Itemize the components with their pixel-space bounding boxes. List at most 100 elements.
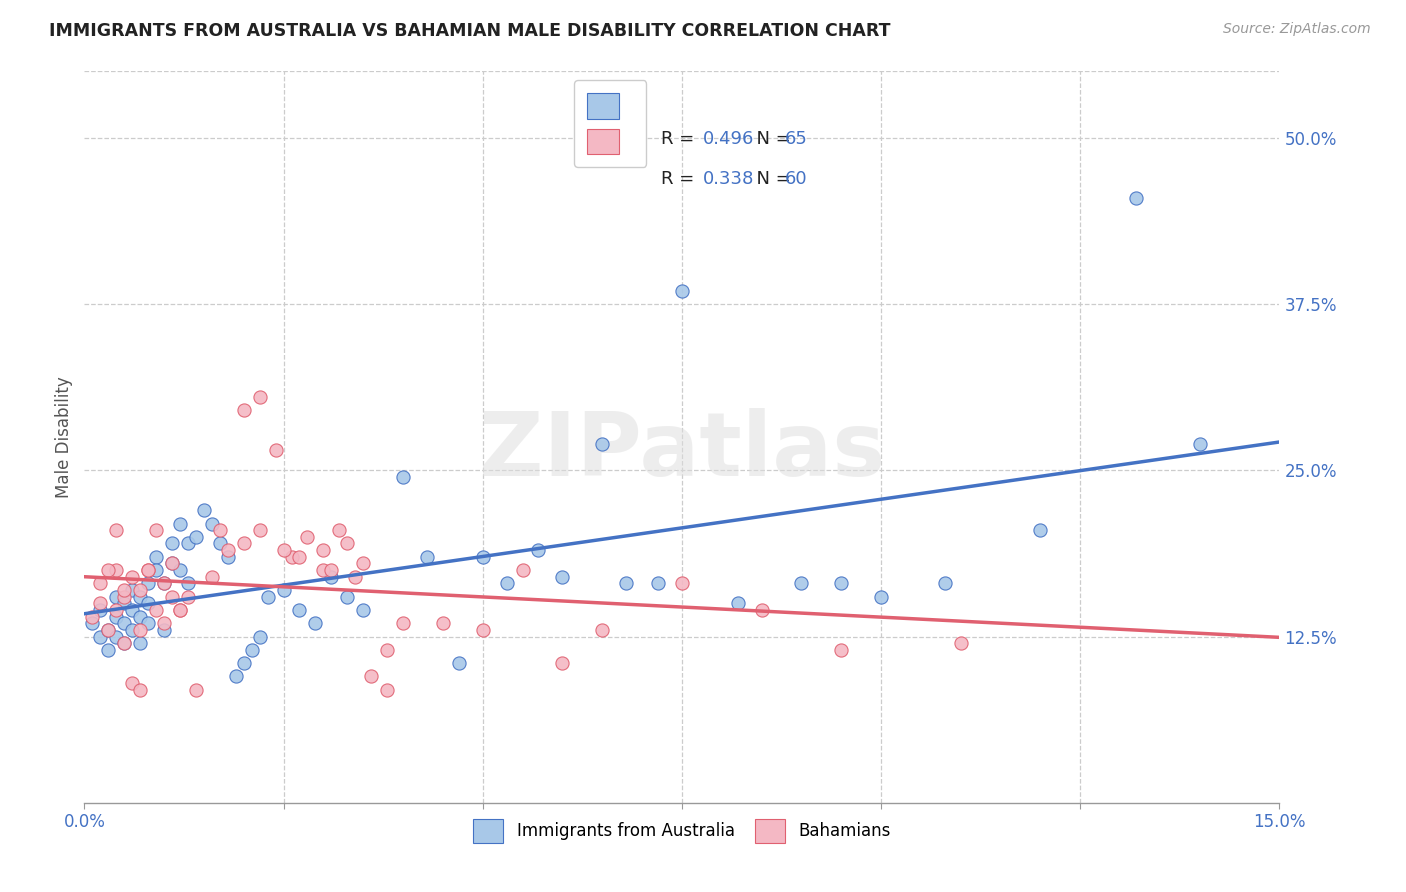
Point [105, 609, 128, 624]
Point [830, 643, 852, 657]
Point [105, 603, 128, 617]
Point [184, 682, 207, 697]
Point [112, 616, 135, 631]
Point [169, 603, 191, 617]
Point [392, 616, 415, 631]
Point [232, 536, 254, 550]
Text: N =: N = [745, 130, 797, 148]
Point [591, 436, 613, 450]
Point [89, 630, 111, 644]
Point [136, 563, 159, 577]
Point [82, 609, 104, 624]
Point [249, 523, 271, 537]
Point [153, 616, 176, 631]
Point [471, 549, 494, 564]
Point [145, 603, 167, 617]
Point [949, 636, 972, 650]
Point [136, 596, 159, 610]
Y-axis label: Male Disability: Male Disability [55, 376, 73, 498]
Point [870, 590, 893, 604]
Point [671, 576, 693, 591]
Point [232, 403, 254, 417]
Point [297, 530, 319, 544]
Point [112, 596, 135, 610]
Text: 0.496: 0.496 [703, 130, 755, 148]
Point [153, 623, 176, 637]
Point [225, 669, 247, 683]
Point [273, 582, 295, 597]
Text: N =: N = [745, 170, 797, 188]
Point [97, 623, 120, 637]
Point [129, 609, 152, 624]
Point [105, 523, 128, 537]
Point [129, 582, 152, 597]
Point [105, 630, 128, 644]
Point [136, 576, 159, 591]
Point [1029, 523, 1052, 537]
Point [1125, 191, 1147, 205]
Point [328, 523, 350, 537]
Point [121, 623, 143, 637]
Point [312, 543, 335, 558]
Point [217, 549, 239, 564]
Point [201, 516, 224, 531]
Point [112, 636, 135, 650]
Point [129, 636, 152, 650]
Text: IMMIGRANTS FROM AUSTRALIA VS BAHAMIAN MALE DISABILITY CORRELATION CHART: IMMIGRANTS FROM AUSTRALIA VS BAHAMIAN MA… [49, 22, 891, 40]
Point [97, 643, 120, 657]
Point [112, 582, 135, 597]
Point [273, 543, 295, 558]
Point [551, 570, 574, 584]
Point [416, 549, 439, 564]
Point [495, 576, 517, 591]
Point [97, 563, 120, 577]
Point [217, 543, 239, 558]
Point [671, 284, 693, 298]
Point [201, 570, 224, 584]
Point [790, 576, 813, 591]
Point [551, 656, 574, 670]
Point [89, 596, 111, 610]
Legend: Immigrants from Australia, Bahamians: Immigrants from Australia, Bahamians [467, 813, 897, 849]
Point [177, 576, 200, 591]
Point [121, 582, 143, 597]
Point [169, 603, 191, 617]
Point [129, 623, 152, 637]
Point [160, 557, 183, 571]
Point [82, 616, 104, 631]
Point [145, 523, 167, 537]
Point [177, 590, 200, 604]
Point [336, 590, 359, 604]
Point [447, 656, 470, 670]
Text: ZIPatlas: ZIPatlas [479, 409, 884, 495]
Point [136, 563, 159, 577]
Point [153, 576, 176, 591]
Point [112, 590, 135, 604]
Point [89, 576, 111, 591]
Point [89, 603, 111, 617]
Point [160, 590, 183, 604]
Point [105, 563, 128, 577]
Point [264, 443, 287, 458]
Point [727, 596, 749, 610]
Point [360, 669, 382, 683]
Point [527, 543, 550, 558]
Point [288, 603, 311, 617]
Point [129, 590, 152, 604]
Point [352, 557, 374, 571]
Point [121, 570, 143, 584]
Point [177, 536, 200, 550]
Point [1188, 436, 1211, 450]
Point [321, 563, 343, 577]
Point [830, 576, 852, 591]
Point [647, 576, 669, 591]
Text: 65: 65 [785, 130, 807, 148]
Point [105, 590, 128, 604]
Text: 0.338: 0.338 [703, 170, 755, 188]
Point [169, 563, 191, 577]
Point [512, 563, 534, 577]
Point [591, 623, 613, 637]
Point [304, 616, 326, 631]
Text: 60: 60 [785, 170, 807, 188]
Point [352, 603, 374, 617]
